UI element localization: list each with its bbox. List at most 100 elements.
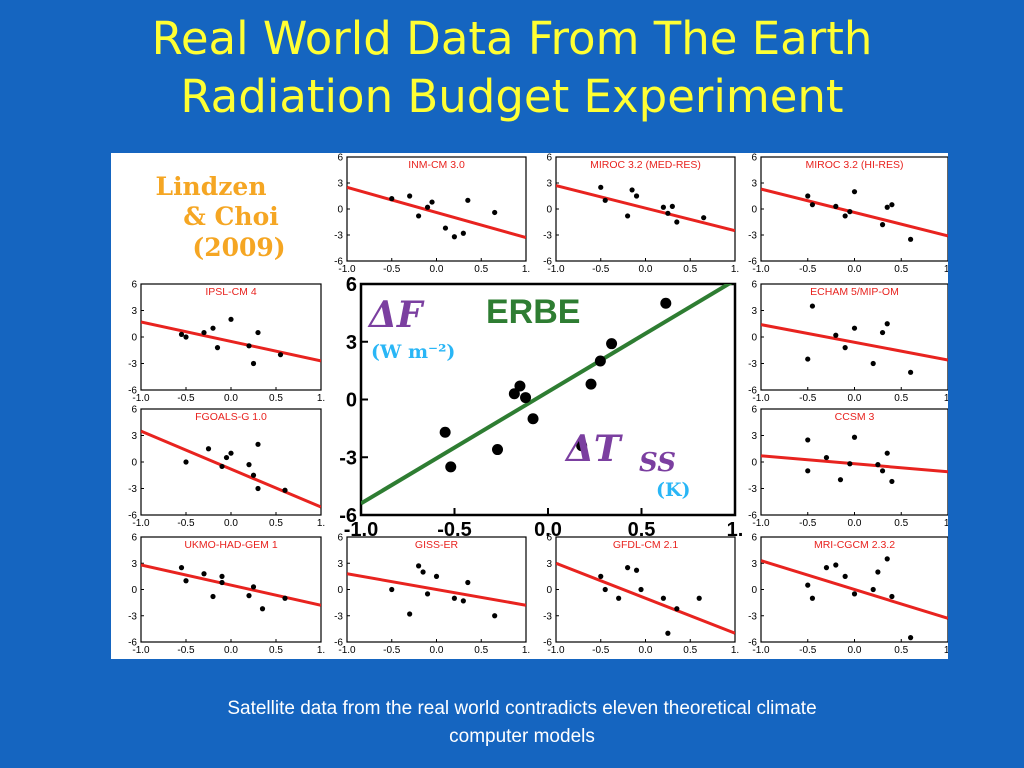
- x-tick-label: 1.: [944, 264, 948, 275]
- x-tick-label: 0.0: [224, 518, 238, 529]
- x-tick-label: 0.0: [848, 518, 862, 529]
- regression-line: [141, 563, 321, 607]
- panel-data: [556, 184, 735, 233]
- x-tick-label: 1.: [731, 645, 739, 656]
- data-point: [420, 569, 426, 575]
- data-point: [851, 189, 858, 195]
- data-point: [407, 193, 413, 199]
- x-tick-label: 0.0: [639, 264, 653, 275]
- data-point: [665, 630, 671, 636]
- x-tick-label: 0.5: [894, 264, 908, 275]
- x-tick-label: -0.5: [799, 393, 817, 404]
- data-point: [805, 468, 811, 474]
- data-point: [833, 332, 839, 338]
- regression-line: [141, 429, 321, 509]
- data-point: [884, 321, 890, 327]
- slide-title: Real World Data From The Earth Radiation…: [0, 10, 1024, 126]
- data-point: [259, 606, 266, 612]
- x-tick-label: -1.0: [338, 645, 356, 656]
- data-point: [660, 204, 667, 210]
- data-point: [246, 343, 252, 349]
- x-tick-label: 0.0: [848, 393, 862, 404]
- x-tick-label: 0.0: [224, 645, 238, 656]
- data-point: [492, 444, 504, 456]
- y-tick-label: 6: [751, 405, 757, 416]
- y-tick-label: 0: [131, 585, 137, 596]
- panel-frame: [140, 408, 322, 516]
- panel-data: [761, 434, 948, 485]
- panel-title: UKMO-HAD-GEM 1: [184, 539, 277, 551]
- x-tick-label: 0.5: [269, 393, 283, 404]
- slide-caption-line-2: computer models: [449, 726, 595, 747]
- data-point: [847, 209, 853, 215]
- y-tick-label: -3: [128, 611, 137, 622]
- panel-ccsm-3: 6 3 0 -3 -6-1.0 -0.5 0.0 0.5 1. CCSM 3: [748, 405, 948, 529]
- x-tick-label: 0.0: [534, 519, 562, 541]
- panel-title: GFDL-CM 2.1: [613, 539, 679, 551]
- y-tick-label: 3: [346, 332, 357, 354]
- panel-data: [347, 185, 526, 240]
- data-point: [492, 613, 498, 619]
- y-tick-label: -3: [334, 611, 343, 622]
- x-tick-label: 0.5: [474, 264, 488, 275]
- slide-caption-line-1: Satellite data from the real world contr…: [227, 698, 817, 719]
- y-tick-label: -3: [748, 611, 757, 622]
- panel-miroc-3-2-hi-res: 6 3 0 -3 -6-1.0 -0.5 0.0 0.5 1. MIROC 3.2 (HI-RES…: [748, 153, 948, 275]
- x-tick-label: 0.0: [224, 393, 238, 404]
- data-point: [228, 450, 234, 456]
- slide-caption: Satellite data from the real world contr…: [60, 695, 984, 751]
- x-tick-label: 0.5: [894, 518, 908, 529]
- panel-title: MIROC 3.2 (HI-RES): [805, 159, 903, 171]
- slide-title-line-2: Radiation Budget Experiment: [180, 70, 844, 123]
- x-tick-label: 0.5: [683, 264, 697, 275]
- y-tick-label: -6: [748, 257, 757, 268]
- y-tick-label: -3: [543, 611, 552, 622]
- regression-line: [141, 320, 321, 363]
- data-point: [178, 331, 185, 337]
- x-tick-label: 0.5: [894, 393, 908, 404]
- y-tick-label: 3: [751, 306, 757, 317]
- x-tick-label: -0.5: [437, 519, 471, 541]
- x-tick-label: 0.0: [848, 264, 862, 275]
- y-tick-label: -6: [128, 638, 137, 649]
- data-point: [665, 210, 671, 216]
- data-point: [451, 234, 457, 240]
- data-point: [219, 463, 225, 470]
- panel-data: [141, 316, 321, 367]
- data-point: [884, 450, 890, 456]
- panel-title: MIROC 3.2 (MED-RES): [590, 159, 701, 171]
- data-point: [879, 468, 886, 474]
- citation-author-line-1: Lindzen: [155, 172, 266, 201]
- data-point: [465, 197, 471, 203]
- regression-line: [347, 185, 526, 240]
- y-tick-label: 0: [337, 585, 343, 596]
- y-tick-label: 3: [546, 559, 552, 570]
- y-tick-label: 6: [346, 274, 357, 296]
- regression-line: [761, 454, 948, 474]
- y-tick-label: -3: [128, 359, 137, 370]
- y-tick-label: 3: [337, 179, 343, 190]
- data-point: [875, 569, 881, 575]
- data-point: [638, 586, 644, 593]
- y-tick-label: -6: [543, 638, 552, 649]
- data-point: [201, 329, 207, 336]
- x-tick-label: -1.0: [132, 393, 150, 404]
- data-point: [223, 454, 230, 461]
- x-tick-label: -1.0: [547, 645, 565, 656]
- panel-fgoals-g-1-0: 6 3 0 -3 -6-1.0 -0.5 0.0 0.5 1. FGOALS-G 1.0: [128, 405, 325, 530]
- panel-inm-cm-3-0: 6 3 0 -3 -6-1.0 -0.5 0.0 0.5 1. INM-CM 3.0: [334, 153, 530, 275]
- x-tick-label: 1.: [944, 645, 948, 656]
- data-point: [460, 598, 466, 604]
- data-point: [809, 202, 816, 208]
- chart-title: ERBE: [486, 293, 580, 331]
- y-tick-label: -6: [748, 511, 757, 522]
- x-tick-label: 0.0: [848, 645, 862, 656]
- y-tick-label: -6: [748, 386, 757, 397]
- citation-year: (2009): [192, 233, 285, 262]
- data-point: [255, 441, 261, 447]
- x-tick-label: 1.: [727, 519, 744, 541]
- slide-title-line-1: Real World Data From The Earth: [151, 12, 873, 65]
- data-point: [633, 567, 640, 573]
- x-tick-label: -1.0: [752, 518, 770, 529]
- data-point: [465, 579, 471, 586]
